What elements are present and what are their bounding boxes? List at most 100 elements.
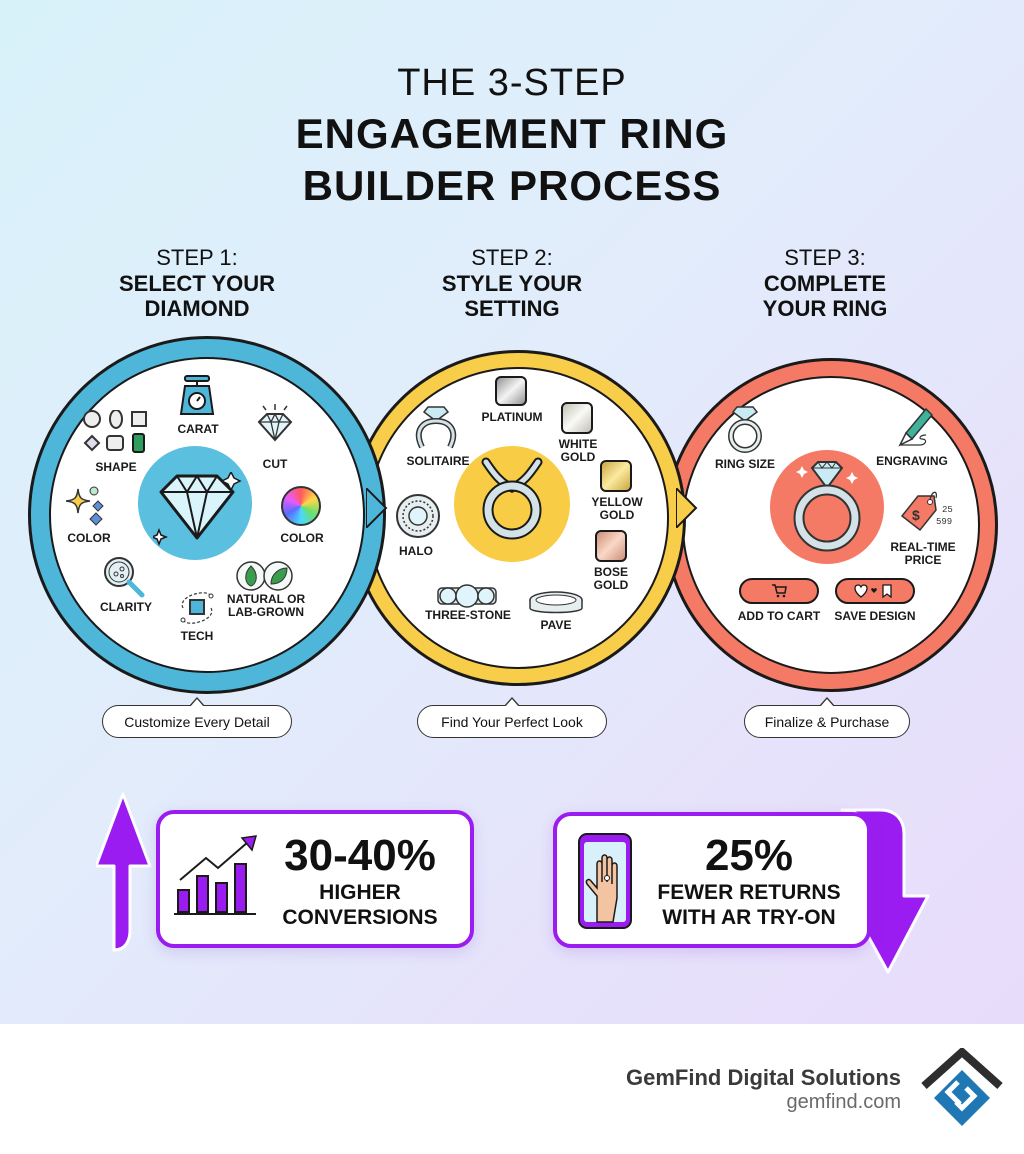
heart-bookmark-icon <box>854 584 892 599</box>
step-title: YOUR RING <box>762 296 888 321</box>
step-2-header: STEP 2: STYLE YOUR SETTING <box>392 245 632 321</box>
ring-setting-icon <box>481 457 543 540</box>
arrow-up-icon <box>96 792 152 952</box>
bar-chart-up-icon <box>174 835 258 915</box>
step-3-header: STEP 3: COMPLETE YOUR RING <box>705 245 945 321</box>
magnifier-clarity-icon <box>104 557 145 598</box>
stat-text: 25% FEWER RETURNS WITH AR TRY-ON <box>639 832 859 930</box>
label-gold: GOLD <box>593 578 629 592</box>
label-gold: GOLD <box>599 508 635 522</box>
label-yellow: YELLOW <box>591 495 643 509</box>
step-number: STEP 2: <box>471 245 553 270</box>
diamond-shapes-icon <box>83 410 147 453</box>
price-value-1: 25 <box>942 505 953 515</box>
color-wheel-icon <box>281 486 321 526</box>
label-save-design[interactable]: SAVE DESIGN <box>834 609 916 623</box>
company-url[interactable]: gemfind.com <box>786 1091 902 1113</box>
leaf-natural-lab-icon <box>236 561 293 591</box>
step-number: STEP 3: <box>784 245 866 270</box>
cut-diamond-icon <box>257 404 293 442</box>
caption-step-2: Find Your Perfect Look <box>417 697 607 738</box>
color-gems-icon <box>66 486 104 526</box>
title-line-3: BUILDER PROCESS <box>302 162 722 209</box>
label-white-gold: WHITE GOLD <box>550 438 606 464</box>
step-title: SELECT YOUR <box>118 271 276 296</box>
label-color-2: COLOR <box>280 531 324 545</box>
label-rose-gold: BOSE GOLD <box>584 566 638 592</box>
save-design-button[interactable] <box>835 578 915 604</box>
brand-text: GemFind Digital Solutions gemfind.com <box>626 1065 901 1114</box>
infographic: THE 3-STEP ENGAGEMENT RING BUILDER PROCE… <box>0 0 1024 1024</box>
three-stone-ring-icon <box>437 584 497 608</box>
price-value-2: 599 <box>936 517 952 527</box>
pave-band-icon <box>529 591 583 614</box>
label-natural: NATURAL OR <box>226 592 306 606</box>
add-to-cart-button[interactable] <box>739 578 819 604</box>
label-lab-grown: LAB-GROWN <box>228 605 304 619</box>
white-gold-swatch-icon <box>561 402 593 434</box>
stat-label-line-1: HIGHER <box>319 881 401 904</box>
halo-ring-icon <box>396 494 440 538</box>
diamond-icon <box>153 472 242 547</box>
step-title: COMPLETE <box>763 271 887 296</box>
label-tech: TECH <box>180 629 214 643</box>
footer: GemFind Digital Solutions gemfind.com <box>0 1024 1024 1154</box>
label-yellow-gold: YELLOW GOLD <box>588 496 646 522</box>
label-gold: GOLD <box>560 450 596 464</box>
setting-core <box>454 446 570 562</box>
solitaire-ring-icon <box>415 406 457 449</box>
scale-icon <box>179 375 215 415</box>
engraving-pen-icon <box>898 407 934 447</box>
rose-gold-swatch-icon <box>595 530 627 562</box>
label-solitaire: SOLITAIRE <box>406 454 470 468</box>
label-platinum: PLATINUM <box>481 410 543 424</box>
label-clarity: CLARITY <box>100 600 152 614</box>
stat-label-line-2: CONVERSIONS <box>282 906 438 929</box>
caption-step-3: Finalize & Purchase <box>744 697 910 738</box>
label-natural-lab: NATURAL OR LAB-GROWN <box>225 593 307 619</box>
title-main: ENGAGEMENT RING BUILDER PROCESS <box>0 108 1024 212</box>
cart-icon <box>772 584 787 598</box>
label-real-time-price: REAL-TIME PRICE <box>890 541 956 567</box>
title-line-1: THE 3-STEP <box>397 62 627 104</box>
title-line-2: ENGAGEMENT RING <box>295 110 729 157</box>
step-title: SETTING <box>464 296 560 321</box>
label-three-stone: THREE-STONE <box>425 608 511 622</box>
stat-label-line-1: FEWER RETURNS <box>657 881 841 904</box>
label-real-time: REAL-TIME <box>890 540 956 554</box>
stat-card-returns: 25% FEWER RETURNS WITH AR TRY-ON <box>553 812 871 948</box>
stat-value: 25% <box>704 831 794 880</box>
stat-text: 30-40% HIGHER CONVERSIONS <box>260 832 460 930</box>
label-carat: CARAT <box>177 422 219 436</box>
label-add-to-cart[interactable]: ADD TO CART <box>737 609 821 623</box>
step-1-header: STEP 1: SELECT YOUR DIAMOND <box>77 245 317 321</box>
stat-card-conversions: 30-40% HIGHER CONVERSIONS <box>156 810 474 948</box>
label-price: PRICE <box>904 553 942 567</box>
platinum-swatch-icon <box>495 376 527 406</box>
ring-size-icon <box>728 406 762 453</box>
label-white: WHITE <box>558 437 598 451</box>
connector-arrow-icon <box>676 488 698 528</box>
stat-label-line-2: WITH AR TRY-ON <box>662 906 836 929</box>
connector-arrow-icon <box>366 488 388 528</box>
stat-value: 30-40% <box>284 831 436 880</box>
yellow-gold-swatch-icon <box>600 460 632 492</box>
step-title: STYLE YOUR <box>441 271 583 296</box>
dollar-symbol: $ <box>912 507 920 523</box>
label-shape: SHAPE <box>95 460 137 474</box>
diamond-ring-icon <box>793 461 861 552</box>
step-title: DIAMOND <box>144 296 250 321</box>
company-name: GemFind Digital Solutions <box>626 1065 901 1090</box>
label-cut: CUT <box>262 457 288 471</box>
label-bose: BOSE <box>593 565 628 579</box>
gemfind-logo-icon <box>921 1048 1003 1126</box>
label-ring-size: RING SIZE <box>714 457 775 471</box>
label-color: COLOR <box>67 531 111 545</box>
label-halo: HALO <box>399 544 433 558</box>
tech-chip-icon <box>180 592 214 624</box>
price-tag-icon: $ 25 599 <box>900 491 953 532</box>
phone-hand-ar-icon <box>578 833 632 929</box>
label-engraving: ENGRAVING <box>876 454 948 468</box>
label-pave: PAVE <box>540 618 572 632</box>
caption-step-1: Customize Every Detail <box>102 697 292 738</box>
